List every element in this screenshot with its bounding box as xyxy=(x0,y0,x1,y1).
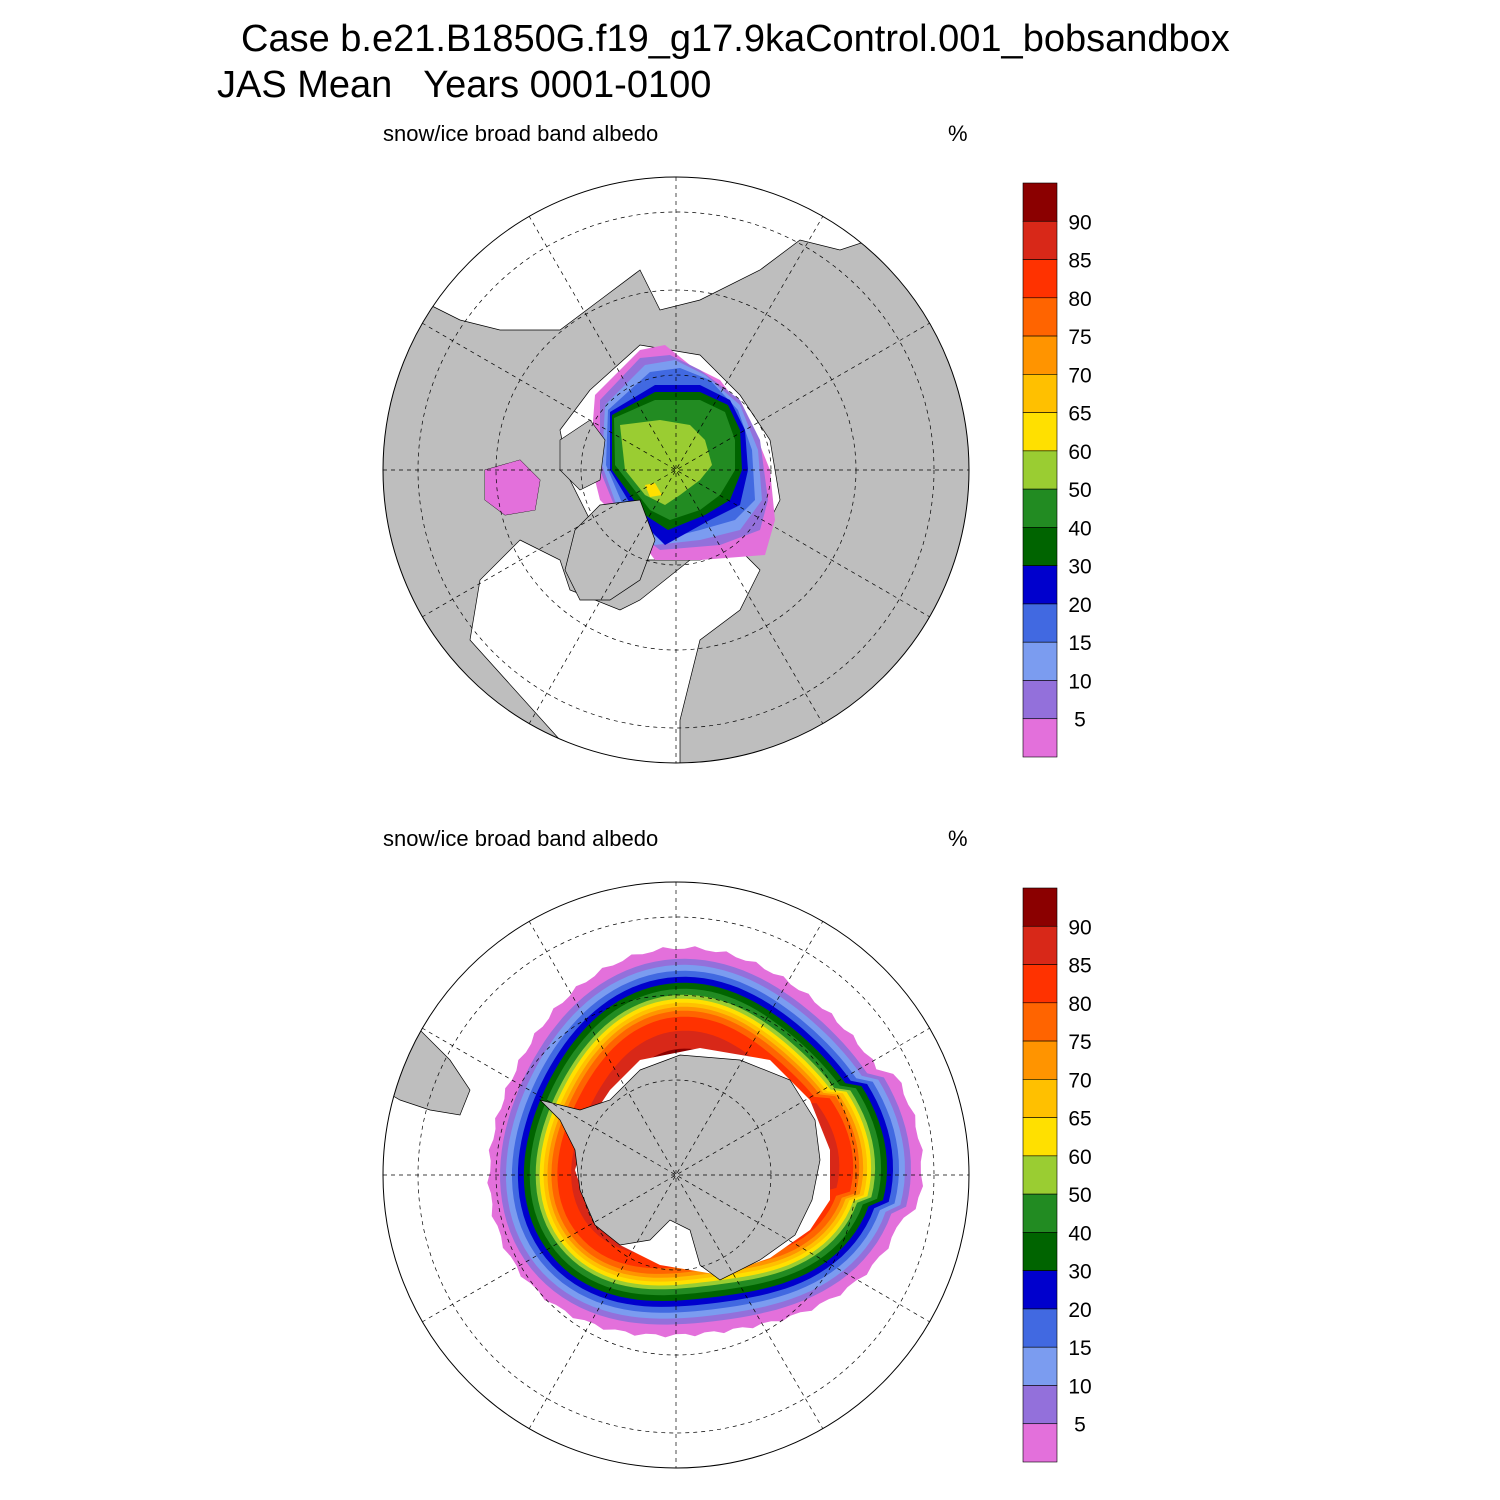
south-gridlines xyxy=(383,882,969,1468)
colorbar-box xyxy=(1022,1423,1058,1463)
colorbar-tick-label: 30 xyxy=(1068,1261,1091,1284)
colorbar-box xyxy=(1022,259,1058,299)
colorbar-box xyxy=(1022,1270,1058,1310)
colorbar-box xyxy=(1022,641,1058,681)
colorbar-box xyxy=(1022,680,1058,720)
colorbar-tick-label: 65 xyxy=(1068,403,1091,426)
colorbar-box xyxy=(1022,603,1058,643)
north-gridlines xyxy=(383,177,969,763)
colorbar-tick-label: 60 xyxy=(1068,1146,1091,1169)
south-polar-map xyxy=(383,882,969,1468)
colorbar-tick-label: 50 xyxy=(1068,479,1091,502)
colorbar-box xyxy=(1022,374,1058,413)
colorbar-box xyxy=(1022,964,1058,1004)
colorbar-box xyxy=(1022,565,1058,605)
colorbar-tick-label: 65 xyxy=(1068,1108,1091,1131)
colorbar-box xyxy=(1022,412,1058,452)
colorbar-box xyxy=(1022,1346,1058,1386)
south-plot-title: snow/ice broad band albedo xyxy=(383,826,659,851)
colorbar-tick-label: 10 xyxy=(1068,1375,1091,1398)
colorbar-tick-label: 20 xyxy=(1068,594,1091,617)
south-map-border xyxy=(382,881,970,1469)
ice-60-65 xyxy=(645,483,662,497)
colorbar-tick-label: 40 xyxy=(1068,1222,1091,1245)
colorbar-box xyxy=(1022,925,1058,965)
colorbar-box xyxy=(1022,1308,1058,1348)
colorbar-box xyxy=(1022,1193,1058,1233)
colorbar-box xyxy=(1022,1385,1058,1425)
colorbar-box xyxy=(1022,1079,1058,1118)
colorbar-tick-label: 70 xyxy=(1068,364,1091,387)
colorbar-tick-label: 80 xyxy=(1068,288,1091,311)
colorbar-tick-label: 80 xyxy=(1068,993,1091,1016)
colorbar-box xyxy=(1022,1040,1058,1080)
colorbar-box xyxy=(1022,1232,1058,1271)
subtitle: JAS Mean Years 0001-0100 xyxy=(217,64,712,106)
colorbar-box xyxy=(1022,182,1058,222)
colorbar-tick-label: 5 xyxy=(1074,1414,1086,1437)
ice-50-60 xyxy=(620,420,712,505)
colorbar-tick-label: 75 xyxy=(1068,326,1091,349)
colorbar-box xyxy=(1022,297,1058,337)
colorbar-tick-label: 85 xyxy=(1068,250,1091,273)
colorbar-tick-label: 5 xyxy=(1074,709,1086,732)
greenland xyxy=(564,499,656,601)
north-polar-map xyxy=(383,177,969,763)
colorbar-box xyxy=(1022,220,1058,260)
colorbar-box xyxy=(1022,527,1058,566)
south-plot-units: % xyxy=(948,826,968,851)
colorbar-tick-label: 90 xyxy=(1068,916,1091,939)
colorbar-box xyxy=(1022,887,1058,927)
colorbar-box xyxy=(1022,488,1058,528)
colorbar-tick-label: 15 xyxy=(1068,1337,1091,1360)
colorbar-tick-label: 70 xyxy=(1068,1069,1091,1092)
main-title: Case b.e21.B1850G.f19_g17.9kaControl.001… xyxy=(241,18,1230,60)
colorbar-tick-label: 60 xyxy=(1068,441,1091,464)
north-map-border xyxy=(382,176,970,764)
colorbar-tick-label: 50 xyxy=(1068,1184,1091,1207)
colorbar-tick-label: 75 xyxy=(1068,1031,1091,1054)
north-plot-title: snow/ice broad band albedo xyxy=(383,121,659,146)
colorbar-box xyxy=(1022,450,1058,490)
atlantic-ocean xyxy=(469,539,761,763)
colorbar-tick-label: 10 xyxy=(1068,670,1091,693)
colorbar-tick-label: 90 xyxy=(1068,211,1091,234)
colorbar-box xyxy=(1022,1155,1058,1195)
colorbar-tick-label: 85 xyxy=(1068,955,1091,978)
colorbar-box xyxy=(1022,1117,1058,1157)
colorbar-box xyxy=(1022,1002,1058,1042)
colorbar-tick-label: 20 xyxy=(1068,1299,1091,1322)
colorbar-box xyxy=(1022,335,1058,375)
colorbar-tick-label: 15 xyxy=(1068,632,1091,655)
colorbar-tick-label: 40 xyxy=(1068,517,1091,540)
colorbar-box xyxy=(1022,718,1058,758)
north-plot-units: % xyxy=(948,121,968,146)
antarctica xyxy=(538,1054,821,1281)
colorbar-tick-label: 30 xyxy=(1068,556,1091,579)
